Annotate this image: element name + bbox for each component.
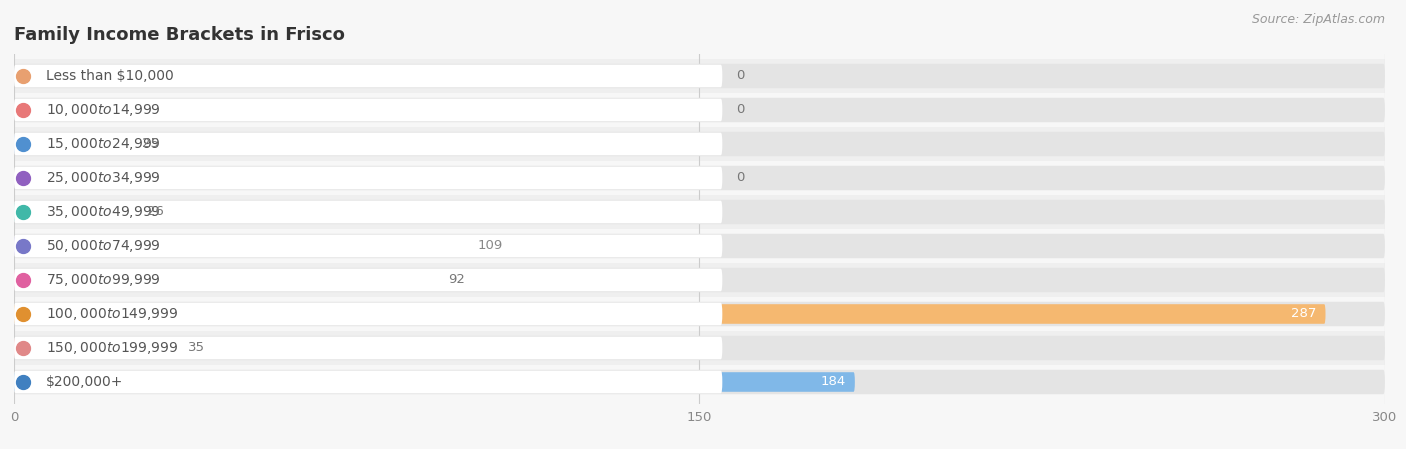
Point <box>11 344 34 352</box>
Bar <box>14 263 1385 297</box>
FancyBboxPatch shape <box>14 304 1326 324</box>
Point <box>11 242 34 250</box>
FancyBboxPatch shape <box>14 268 1385 292</box>
Text: 184: 184 <box>821 375 846 388</box>
FancyBboxPatch shape <box>14 372 855 392</box>
FancyBboxPatch shape <box>14 269 723 291</box>
Text: Family Income Brackets in Frisco: Family Income Brackets in Frisco <box>14 26 344 44</box>
Text: $15,000 to $24,999: $15,000 to $24,999 <box>46 136 160 152</box>
FancyBboxPatch shape <box>14 236 512 256</box>
Point <box>11 72 34 79</box>
Text: Less than $10,000: Less than $10,000 <box>46 69 174 83</box>
FancyBboxPatch shape <box>14 302 1385 326</box>
Text: 0: 0 <box>737 70 744 83</box>
Text: $25,000 to $34,999: $25,000 to $34,999 <box>46 170 160 186</box>
FancyBboxPatch shape <box>14 370 1385 394</box>
Text: $75,000 to $99,999: $75,000 to $99,999 <box>46 272 160 288</box>
Text: $50,000 to $74,999: $50,000 to $74,999 <box>46 238 160 254</box>
Point <box>11 106 34 114</box>
FancyBboxPatch shape <box>14 65 723 87</box>
FancyBboxPatch shape <box>14 133 723 155</box>
Bar <box>14 195 1385 229</box>
FancyBboxPatch shape <box>14 337 723 359</box>
Text: 109: 109 <box>478 239 503 252</box>
Text: $150,000 to $199,999: $150,000 to $199,999 <box>46 340 179 356</box>
FancyBboxPatch shape <box>14 270 434 290</box>
FancyBboxPatch shape <box>14 371 723 393</box>
Bar <box>14 59 1385 93</box>
Text: 25: 25 <box>142 137 159 150</box>
FancyBboxPatch shape <box>14 336 1385 360</box>
FancyBboxPatch shape <box>14 201 723 223</box>
FancyBboxPatch shape <box>14 202 134 222</box>
Text: 287: 287 <box>1291 308 1316 321</box>
Point <box>11 141 34 148</box>
Text: $35,000 to $49,999: $35,000 to $49,999 <box>46 204 160 220</box>
Bar <box>14 297 1385 331</box>
Text: 26: 26 <box>146 206 163 219</box>
Bar <box>14 161 1385 195</box>
Text: $10,000 to $14,999: $10,000 to $14,999 <box>46 102 160 118</box>
Point <box>11 310 34 317</box>
Point <box>11 174 34 181</box>
Text: 92: 92 <box>449 273 465 286</box>
FancyBboxPatch shape <box>14 235 723 257</box>
Bar <box>14 229 1385 263</box>
Text: 0: 0 <box>737 172 744 185</box>
Bar <box>14 331 1385 365</box>
FancyBboxPatch shape <box>14 99 723 121</box>
FancyBboxPatch shape <box>14 64 1385 88</box>
FancyBboxPatch shape <box>14 303 723 325</box>
Point <box>11 208 34 216</box>
FancyBboxPatch shape <box>14 234 1385 258</box>
Text: 0: 0 <box>737 103 744 116</box>
Point <box>11 277 34 284</box>
FancyBboxPatch shape <box>14 200 1385 224</box>
Text: 35: 35 <box>188 342 205 355</box>
Bar <box>14 93 1385 127</box>
Text: $200,000+: $200,000+ <box>46 375 124 389</box>
Text: $100,000 to $149,999: $100,000 to $149,999 <box>46 306 179 322</box>
FancyBboxPatch shape <box>14 98 1385 122</box>
Bar <box>14 127 1385 161</box>
Point <box>11 379 34 386</box>
FancyBboxPatch shape <box>14 134 128 154</box>
FancyBboxPatch shape <box>14 167 723 189</box>
Bar <box>14 365 1385 399</box>
FancyBboxPatch shape <box>14 166 1385 190</box>
FancyBboxPatch shape <box>14 132 1385 156</box>
FancyBboxPatch shape <box>14 338 174 358</box>
Text: Source: ZipAtlas.com: Source: ZipAtlas.com <box>1251 13 1385 26</box>
